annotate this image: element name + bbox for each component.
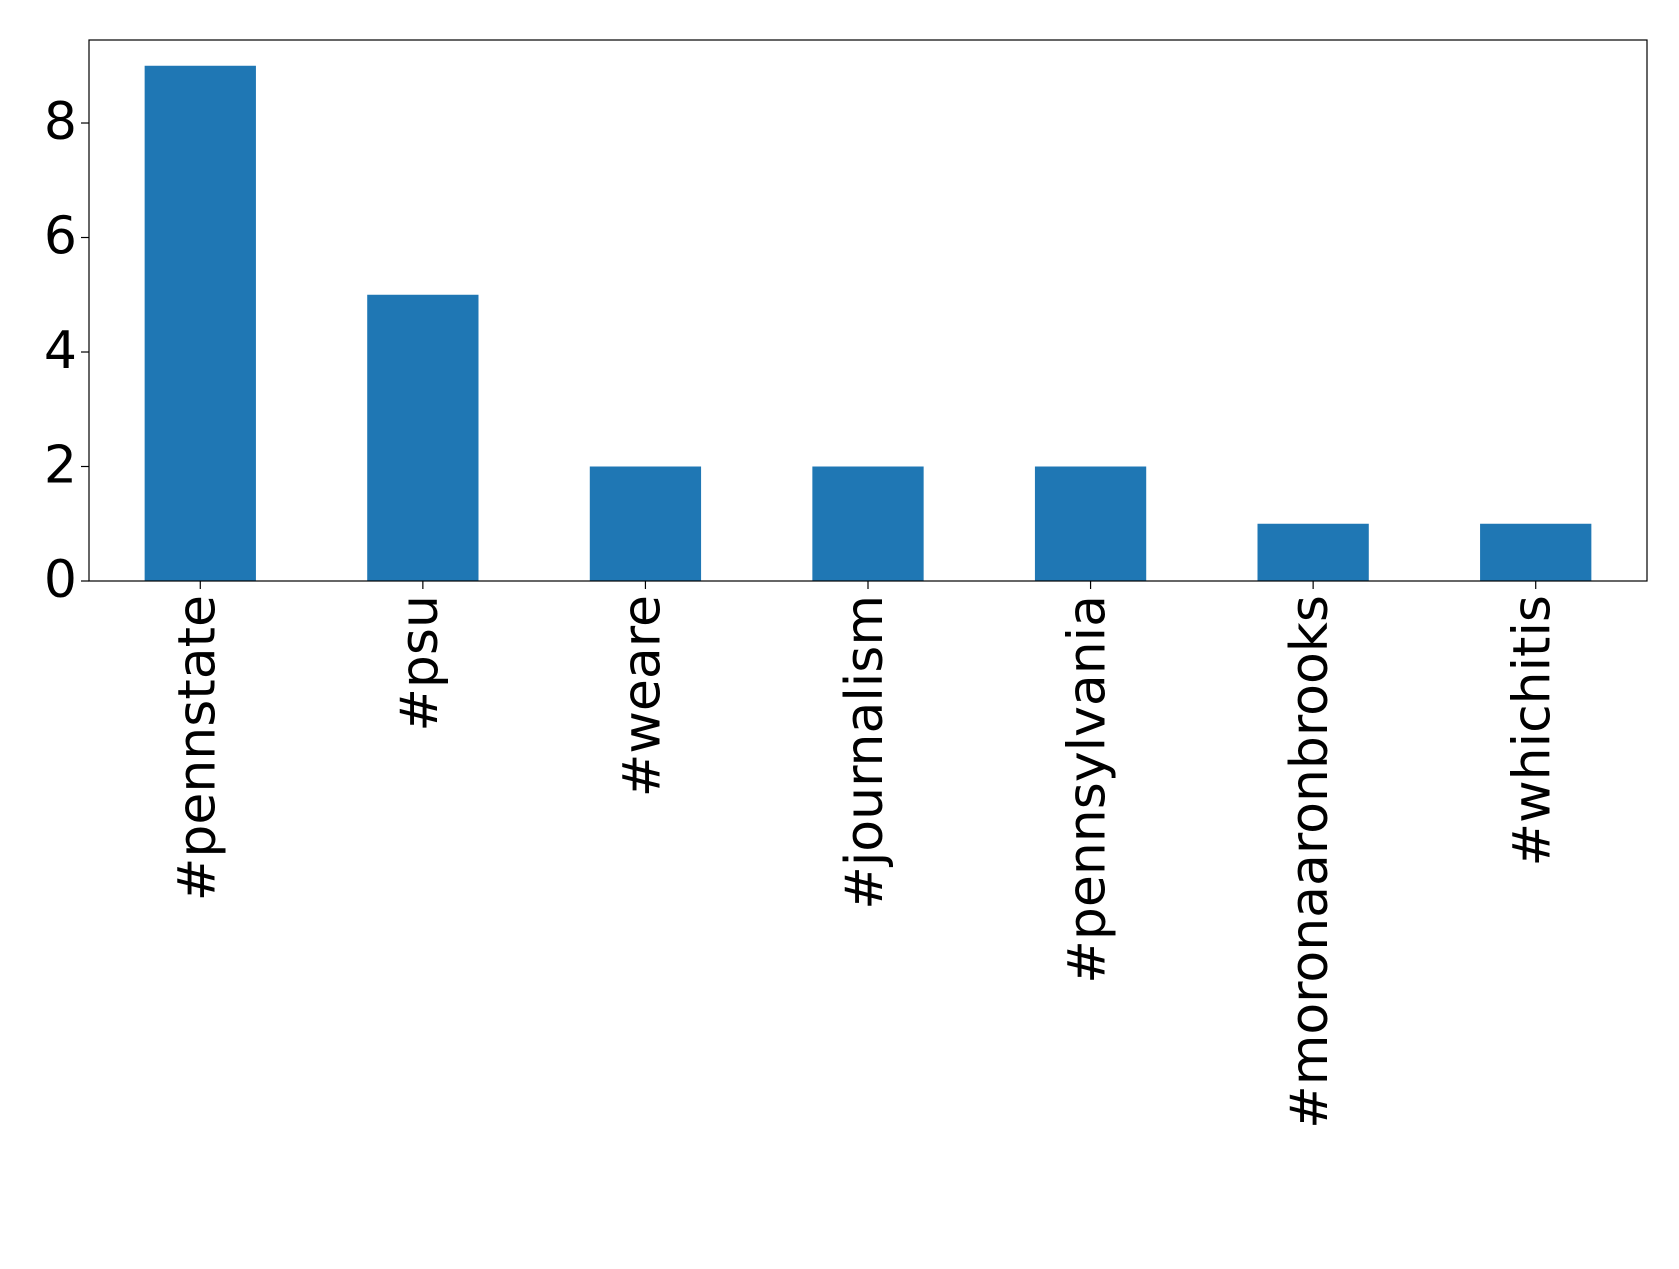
bar (589, 466, 702, 581)
x-tick-label: #weare (612, 595, 672, 797)
x-tick-label: #pennsylvania (1058, 595, 1118, 984)
x-tick-label: #moronaaronbrooks (1280, 595, 1340, 1129)
x-tick-label: #pennstate (167, 595, 227, 901)
x-tick-label: #psu (390, 595, 450, 732)
y-tick-label: 0 (44, 550, 77, 610)
y-tick-label: 8 (44, 92, 77, 152)
bar (367, 294, 479, 581)
y-tick-label: 4 (44, 321, 77, 381)
bar (1257, 523, 1369, 581)
plot-frame (88, 39, 1648, 582)
x-tick-label: #journalism (835, 595, 895, 910)
bar (812, 466, 924, 581)
x-tick-label: #whichitis (1503, 595, 1563, 866)
bar (1480, 523, 1592, 581)
bar (144, 65, 256, 581)
y-tick-label: 2 (44, 436, 77, 496)
y-tick-label: 6 (44, 207, 77, 267)
bar (1034, 466, 1147, 581)
